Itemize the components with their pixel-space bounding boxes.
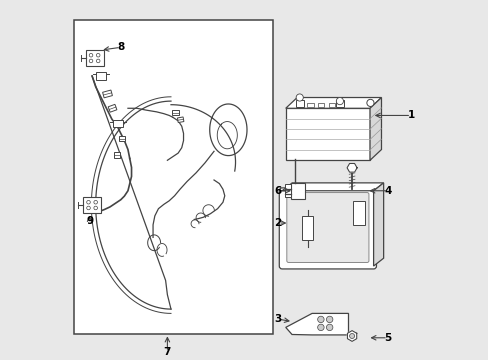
Bar xyxy=(317,103,324,107)
Text: 3: 3 xyxy=(274,314,281,324)
Text: 8: 8 xyxy=(117,42,124,52)
Bar xyxy=(96,72,106,80)
Bar xyxy=(335,100,343,107)
Circle shape xyxy=(326,316,332,323)
Polygon shape xyxy=(346,163,356,172)
Bar xyxy=(285,108,369,160)
FancyBboxPatch shape xyxy=(279,188,376,269)
Circle shape xyxy=(96,53,100,57)
Polygon shape xyxy=(114,152,120,158)
Circle shape xyxy=(317,316,324,323)
Text: 5: 5 xyxy=(384,333,391,343)
Polygon shape xyxy=(102,90,112,98)
Circle shape xyxy=(366,99,373,107)
FancyBboxPatch shape xyxy=(286,193,368,262)
Text: 9: 9 xyxy=(86,216,93,226)
Bar xyxy=(302,216,313,240)
Bar xyxy=(353,201,364,225)
Circle shape xyxy=(296,94,303,101)
Text: 4: 4 xyxy=(384,186,391,196)
Bar xyxy=(306,103,313,107)
Bar xyxy=(295,100,303,107)
Bar xyxy=(83,197,101,213)
Circle shape xyxy=(326,324,332,330)
Text: 6: 6 xyxy=(274,186,281,196)
Circle shape xyxy=(336,98,343,105)
Text: 2: 2 xyxy=(274,218,281,228)
Polygon shape xyxy=(285,98,381,108)
Bar xyxy=(113,120,123,127)
Text: 1: 1 xyxy=(407,111,414,121)
Text: 7: 7 xyxy=(163,347,171,357)
Polygon shape xyxy=(285,314,348,335)
Polygon shape xyxy=(119,136,125,141)
Circle shape xyxy=(94,206,97,210)
Circle shape xyxy=(86,201,90,204)
Polygon shape xyxy=(108,104,117,112)
Polygon shape xyxy=(369,98,381,160)
Bar xyxy=(290,183,304,199)
Bar xyxy=(328,103,335,107)
Circle shape xyxy=(89,53,93,57)
Polygon shape xyxy=(177,117,183,122)
Bar xyxy=(284,184,290,197)
Circle shape xyxy=(94,201,97,204)
Polygon shape xyxy=(373,183,383,266)
Circle shape xyxy=(86,206,90,210)
Polygon shape xyxy=(282,183,383,191)
Bar xyxy=(74,21,273,334)
Polygon shape xyxy=(172,110,178,115)
Bar xyxy=(85,50,103,66)
Polygon shape xyxy=(346,330,356,341)
Circle shape xyxy=(89,59,93,63)
Circle shape xyxy=(317,324,324,330)
Circle shape xyxy=(96,59,100,63)
Circle shape xyxy=(349,333,354,338)
